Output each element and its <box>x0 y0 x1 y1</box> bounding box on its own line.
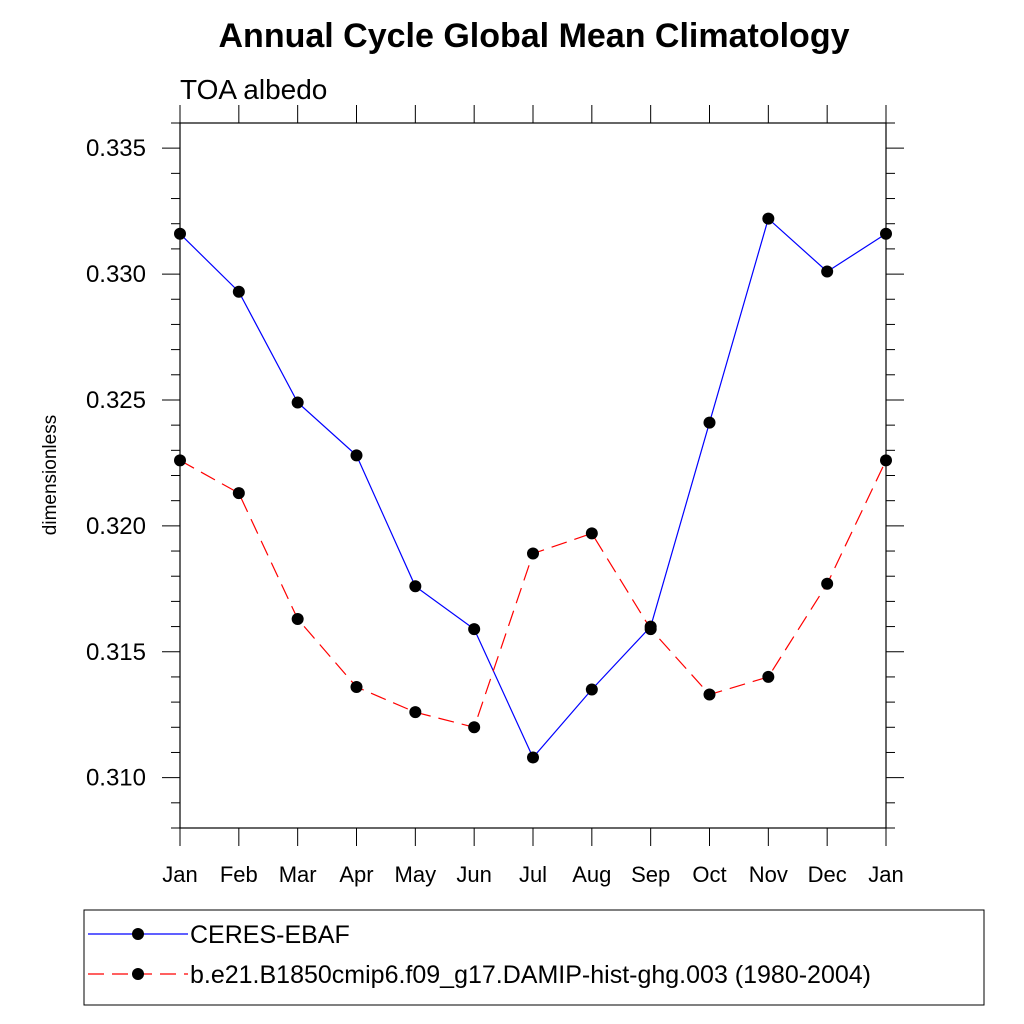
series-line-1 <box>179 217 887 759</box>
x-tick-label: Dec <box>808 862 847 887</box>
series-1-point <box>762 212 775 225</box>
x-tick-label: Jan <box>868 862 903 887</box>
legend-label-2: b.e21.B1850cmip6.f09_g17.DAMIP-hist-ghg.… <box>190 961 871 989</box>
x-tick-label: May <box>395 862 437 887</box>
legend: CERES-EBAF b.e21.B1850cmip6.f09_g17.DAMIP… <box>88 921 871 989</box>
series-1-point <box>527 751 539 764</box>
legend-label-1: CERES-EBAF <box>190 921 350 949</box>
y-tick-label: 0.310 <box>86 765 146 792</box>
x-tick-label: Jun <box>456 862 491 887</box>
x-tick-label: Oct <box>692 862 726 887</box>
x-tick-label: Mar <box>279 862 317 887</box>
series-2-point <box>468 721 481 734</box>
series-1-point <box>703 416 716 429</box>
series-1-point <box>821 265 834 278</box>
legend-box <box>83 909 985 1006</box>
series-1-point <box>232 285 245 298</box>
series-2-point <box>644 623 657 636</box>
series-1-point <box>585 683 598 696</box>
y-tick-label: 0.320 <box>86 513 146 540</box>
x-tick-label: Jan <box>162 862 197 887</box>
series-1-point <box>468 623 481 636</box>
y-axis-label: dimensionless <box>40 415 61 535</box>
series-2-point <box>880 454 892 467</box>
x-tick-label: Apr <box>339 862 373 887</box>
y-axis-ticks: 0.310 0.315 0.320 0.325 0.330 0.335 <box>86 122 904 829</box>
x-tick-label: Jul <box>519 862 547 887</box>
series-2-point <box>585 527 598 540</box>
y-tick-label: 0.335 <box>86 135 146 162</box>
y-tick-label: 0.325 <box>86 387 146 414</box>
series-1-point <box>291 396 304 409</box>
chart-title: Annual Cycle Global Mean Climatology <box>219 17 850 55</box>
series-2-point <box>409 706 422 719</box>
series-1-point <box>880 227 892 240</box>
series-2-point <box>174 454 186 467</box>
series-2-point <box>291 613 304 626</box>
x-axis-ticks: Jan Feb Mar Apr May Jun Jul Aug Sep Oct Nov Dec Jan <box>162 105 904 887</box>
legend-marker-1 <box>132 928 144 940</box>
y-tick-label: 0.315 <box>86 639 146 666</box>
series-2-point <box>527 547 539 560</box>
x-tick-label: Feb <box>220 862 258 887</box>
series-2-point <box>350 681 363 693</box>
series-1-point <box>350 449 363 462</box>
x-tick-label: Nov <box>749 862 788 887</box>
x-tick-label: Aug <box>572 862 611 887</box>
x-tick-label: Sep <box>631 862 670 887</box>
series-layer <box>174 212 892 764</box>
series-2-point <box>232 487 245 500</box>
series-2-point <box>762 670 775 683</box>
y-tick-label: 0.330 <box>86 261 146 288</box>
series-2-point <box>821 577 834 590</box>
chart-subtitle: TOA albedo <box>180 74 327 105</box>
series-1-point <box>409 580 422 593</box>
series-2-point <box>703 688 716 701</box>
series-line-2 <box>179 459 887 729</box>
legend-marker-2 <box>132 968 144 980</box>
series-1-point <box>174 227 186 240</box>
